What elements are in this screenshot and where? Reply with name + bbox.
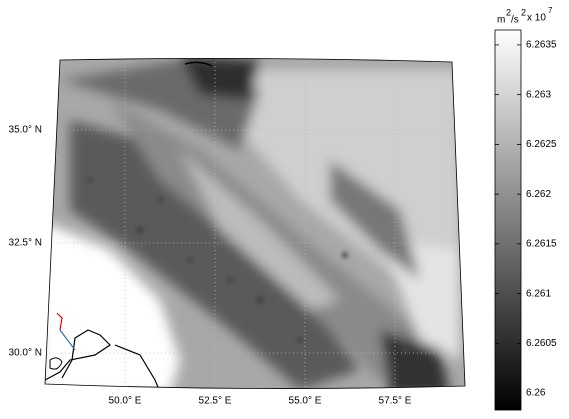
unit-scale: x 10: [527, 13, 546, 24]
field: [40, 50, 470, 395]
lon-label: 57.5° E: [379, 396, 412, 407]
tick-label: 6.2635: [526, 40, 557, 51]
lon-label: 55.0° E: [289, 396, 322, 407]
tick-label: 6.2615: [526, 239, 557, 250]
unit-mid: /s: [511, 15, 519, 26]
tick-label: 6.2605: [526, 338, 557, 349]
lon-labels: 50.0° E 52.5° E 55.0° E 57.5° E: [109, 396, 412, 407]
map-figure: 35.0° N 32.5° N 30.0° N 50.0° E 52.5° E 55.0…: [0, 0, 569, 419]
tick-label: 6.263: [526, 89, 551, 100]
lat-label: 30.0° N: [9, 348, 42, 359]
tick-label: 6.2625: [526, 139, 557, 150]
tick-label: 6.261: [526, 288, 551, 299]
lon-label: 50.0° E: [109, 396, 142, 407]
colorbar: [495, 30, 521, 410]
lat-label: 35.0° N: [9, 125, 42, 136]
lon-label: 52.5° E: [199, 396, 232, 407]
unit-exp: 2: [521, 7, 526, 17]
lat-labels: 35.0° N 32.5° N 30.0° N: [9, 125, 42, 359]
lat-label: 32.5° N: [9, 238, 42, 249]
colorbar-units: m 2 /s 2 x 10 7: [497, 6, 553, 26]
unit-base: m: [497, 15, 505, 26]
tick-label: 6.26: [526, 388, 546, 399]
unit-exp: 7: [548, 6, 553, 15]
tick-label: 6.262: [526, 189, 551, 200]
